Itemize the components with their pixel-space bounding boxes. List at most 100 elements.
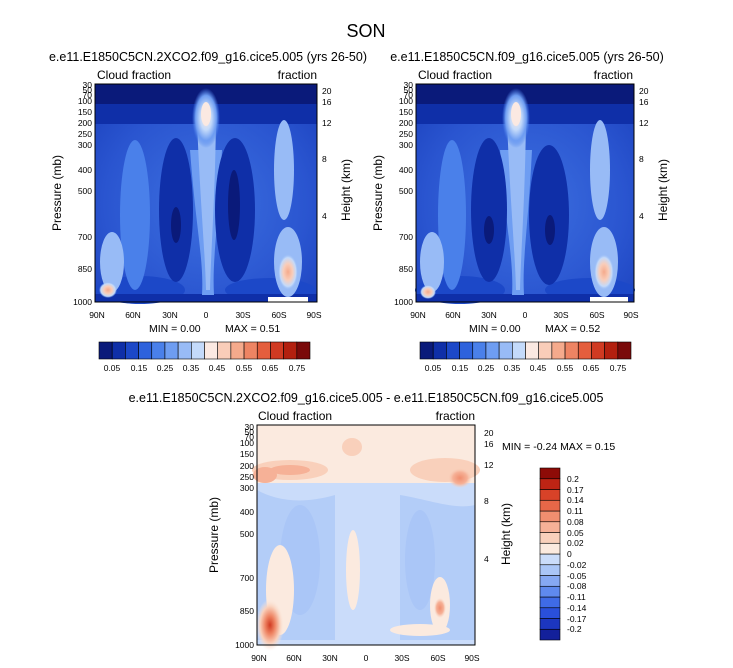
panel-3-ytick: 30: [245, 422, 255, 432]
panel-2-cbar-label: 0.25: [478, 363, 495, 373]
colorbar-swatch: [125, 341, 139, 360]
colorbar-swatch: [577, 341, 592, 360]
colorbar-swatch: [138, 341, 153, 360]
panel-2-y2tick: 4: [639, 211, 644, 221]
panel-2-ytick: 150: [399, 107, 413, 117]
panel-1-ytick: 400: [78, 165, 92, 175]
colorbar-swatch: [459, 341, 474, 360]
colorbar-swatch: [419, 341, 434, 360]
panel-1-ytick: 1000: [73, 297, 92, 307]
panel-2-ytick: 850: [399, 264, 413, 274]
colorbar-swatch: [283, 341, 298, 360]
panel-2-ytick: 70: [404, 90, 414, 100]
colorbar-swatch: [539, 564, 561, 576]
panel-1-y2tick: 12: [322, 118, 332, 128]
panel-1-xtick: 30S: [235, 310, 250, 320]
panel-2-cbar-label: 0.45: [530, 363, 547, 373]
panel-3-xtick: 0: [364, 653, 369, 663]
colorbar-swatch: [270, 341, 284, 360]
panel-1-cbar-label: 0.15: [131, 363, 148, 373]
panel-2: e.e11.E1850C5CN.f09_g16.cice5.005 (yrs 2…: [371, 50, 670, 373]
colorbar-swatch: [539, 618, 561, 630]
panel-2-xtick: 30S: [553, 310, 568, 320]
panel-3-y2tick: 4: [484, 554, 489, 564]
panel-1-ytick: 70: [83, 90, 93, 100]
colorbar-swatch: [191, 341, 205, 360]
panel-2-y2label: Height (km): [656, 159, 670, 221]
panel-1-cbar-label: 0.05: [104, 363, 121, 373]
panel-1-cbar-label: 0.75: [289, 363, 306, 373]
figure-title: SON: [346, 21, 385, 41]
panel-3-cbar-label: 0.2: [567, 474, 579, 484]
panel-1-xtick: 30N: [162, 310, 178, 320]
colorbar-swatch: [164, 341, 179, 360]
panel-1-cbar-label: 0.25: [157, 363, 174, 373]
panel-1-cbar-label: 0.35: [183, 363, 200, 373]
colorbar-swatch: [243, 341, 258, 360]
panel-3-ytick: 100: [240, 438, 254, 448]
panel-2-ytick: 1000: [394, 297, 413, 307]
panel-2-max: MAX = 0.52: [545, 323, 600, 335]
panel-3-cbar-label: 0: [567, 549, 572, 559]
panel-3-cbar-label: 0.14: [567, 495, 584, 505]
colorbar-swatch: [564, 341, 579, 360]
panel-2-ytick: 500: [399, 186, 413, 196]
panel-1-ytick: 300: [78, 140, 92, 150]
panel-3-cbar-label: 0.17: [567, 485, 584, 495]
panel-2-ytick: 30: [404, 80, 414, 90]
panel-1-ytick: 850: [78, 264, 92, 274]
panel-1-y2tick: 20: [322, 86, 332, 96]
panel-2-ytick: 100: [399, 96, 413, 106]
panel-1-min: MIN = 0.00: [149, 323, 201, 335]
panel-3-ytick: 50: [245, 427, 255, 437]
panel-3-ytick: 1000: [235, 640, 254, 650]
panel-2-xtick: 90S: [623, 310, 638, 320]
panel-2-x-axis: 90N 60N 30N 0 30S 60S 90S: [410, 310, 639, 320]
panel-3-cbar-label: -0.02: [567, 560, 587, 570]
colorbar-swatch: [217, 341, 232, 360]
panel-3-ytick: 500: [240, 529, 254, 539]
panel-1-max: MAX = 0.51: [225, 323, 280, 335]
panel-3-minmax: MIN = -0.24 MAX = 0.15: [502, 441, 615, 453]
colorbar-swatch: [539, 510, 561, 523]
panel-1-right-label: fraction: [278, 68, 317, 82]
panel-3-y-axis: 30 50 70 100 150 200 250 300 400 500 700…: [235, 422, 254, 650]
colorbar-swatch: [525, 341, 539, 360]
panel-2-y2tick: 20: [639, 86, 649, 96]
panel-1-ytick: 700: [78, 232, 92, 242]
panel-3-y2tick: 12: [484, 460, 494, 470]
panel-3-cbar-label: -0.11: [567, 592, 586, 602]
panel-2-title: e.e11.E1850C5CN.f09_g16.cice5.005 (yrs 2…: [390, 50, 664, 64]
panel-3-y2tick: 16: [484, 439, 494, 449]
panel-3-ytick: 250: [240, 472, 254, 482]
panel-2-cbar-label: 0.15: [452, 363, 469, 373]
colorbar-swatch: [446, 341, 460, 360]
panel-3-ytick: 70: [245, 432, 255, 442]
panel-1-cbar-label: 0.45: [209, 363, 226, 373]
panel-1-plot: [94, 83, 318, 304]
panel-3-ytick: 150: [240, 449, 254, 459]
colorbar-swatch: [485, 341, 500, 360]
panel-1-ytick: 50: [83, 85, 93, 95]
panel-2-xtick: 90N: [410, 310, 426, 320]
panel-3-xtick: 90S: [464, 653, 479, 663]
panel-2-y2tick: 12: [639, 118, 649, 128]
panel-2-y2tick: 8: [639, 154, 644, 164]
panel-3-y2-axis: 20 16 12 8 4: [484, 428, 494, 564]
panel-3-y2label: Height (km): [499, 503, 513, 565]
panel-2-y-axis: 30 50 70 100 150 200 250 300 400 500 700…: [394, 80, 413, 307]
panel-1-title: e.e11.E1850C5CN.2XCO2.f09_g16.cice5.005 …: [49, 50, 367, 64]
panel-1-y2-axis: 20 16 12 8 4: [322, 86, 332, 221]
panel-1-y2tick: 16: [322, 97, 332, 107]
colorbar-swatch: [539, 575, 561, 587]
panel-2-y2tick: 16: [639, 97, 649, 107]
panel-1-y2label: Height (km): [339, 159, 353, 221]
panel-3-y2tick: 20: [484, 428, 494, 438]
colorbar-swatch: [539, 542, 561, 555]
panel-2-cbar-label: 0.65: [583, 363, 600, 373]
panel-3-xtick: 60N: [286, 653, 302, 663]
panel-3-cbar-label: -0.17: [567, 614, 587, 624]
panel-2-ytick: 200: [399, 118, 413, 128]
colorbar-swatch: [98, 341, 113, 360]
